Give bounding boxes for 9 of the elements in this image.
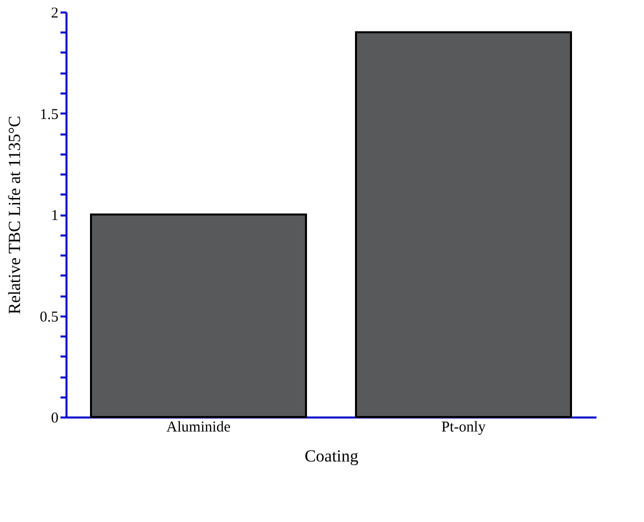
y-tick-label: 1.5	[40, 106, 58, 123]
x-tick-label: Pt-only	[441, 420, 486, 436]
y-axis-title: Relative TBC Life at 1135°C	[4, 116, 24, 314]
y-tick-label: 0.5	[40, 309, 58, 326]
x-tick-label: Aluminide	[166, 420, 231, 436]
x-axis-title: Coating	[304, 446, 359, 466]
y-tick-label: 2	[51, 6, 58, 22]
y-tick-label: 0	[51, 410, 58, 426]
y-tick-label: 1	[51, 208, 58, 224]
